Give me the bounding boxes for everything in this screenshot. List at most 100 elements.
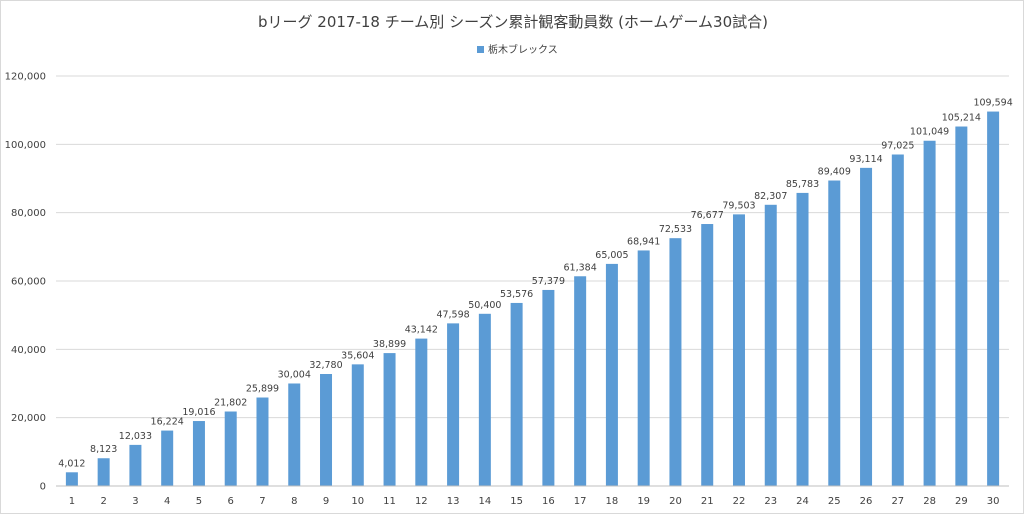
x-tick-label: 25 <box>828 496 841 507</box>
bar <box>701 224 714 486</box>
x-tick-label: 19 <box>637 496 650 507</box>
x-tick-label: 11 <box>383 496 396 507</box>
data-label: 12,033 <box>119 431 152 442</box>
data-label: 109,594 <box>973 98 1012 109</box>
y-tick-label: 20,000 <box>11 413 46 424</box>
bar <box>97 458 110 486</box>
x-axis: 1 2 3 4 5 6 7 8 9 10 11 12 13 14 15 16 17 18 19 20 21 22 23 24 2… <box>56 485 1009 507</box>
chart-title: bリーグ 2017-18 チーム別 シーズン累計観客動員数 (ホームゲーム30試… <box>258 13 768 31</box>
y-tick-label: 40,000 <box>11 345 46 356</box>
bar <box>510 302 523 486</box>
x-tick-label: 30 <box>987 496 1000 507</box>
bar <box>732 214 745 486</box>
x-tick-label: 17 <box>574 496 587 507</box>
data-label: 25,899 <box>246 384 279 395</box>
bar <box>605 263 618 486</box>
bar <box>161 430 174 486</box>
bar <box>415 338 428 486</box>
data-label: 93,114 <box>849 154 882 165</box>
x-tick-label: 21 <box>701 496 714 507</box>
data-label: 76,677 <box>691 210 724 221</box>
bar <box>320 374 333 486</box>
bar <box>828 180 841 486</box>
y-tick-label: 100,000 <box>5 140 46 151</box>
data-label: 65,005 <box>595 250 628 261</box>
bars <box>65 111 1000 487</box>
bar <box>192 421 205 486</box>
data-label: 82,307 <box>754 191 787 202</box>
data-label: 72,533 <box>659 224 692 235</box>
data-label: 8,123 <box>90 444 117 455</box>
bar <box>669 238 682 486</box>
x-tick-label: 8 <box>291 496 297 507</box>
bar <box>923 140 936 486</box>
x-tick-label: 24 <box>796 496 809 507</box>
x-tick-label: 6 <box>228 496 234 507</box>
legend-swatch <box>477 46 484 53</box>
bar <box>891 154 904 486</box>
bar <box>351 364 364 486</box>
data-label: 43,142 <box>405 325 438 336</box>
x-tick-label: 2 <box>100 496 106 507</box>
bar <box>796 192 809 486</box>
data-label: 4,012 <box>58 458 85 469</box>
bar <box>288 383 301 486</box>
bar <box>574 276 587 486</box>
x-tick-label: 22 <box>733 496 746 507</box>
x-tick-label: 3 <box>132 496 138 507</box>
bar <box>129 444 142 486</box>
bar <box>860 167 873 486</box>
data-label: 32,780 <box>309 360 342 371</box>
bar <box>764 204 777 486</box>
x-tick-label: 26 <box>860 496 873 507</box>
x-tick-label: 27 <box>891 496 904 507</box>
x-tick-label: 5 <box>196 496 202 507</box>
data-label: 30,004 <box>278 369 311 380</box>
data-label: 61,384 <box>564 262 597 273</box>
data-label: 38,899 <box>373 339 406 350</box>
data-label: 21,802 <box>214 398 247 409</box>
data-label: 53,576 <box>500 289 533 300</box>
bar <box>955 126 968 487</box>
x-tick-label: 15 <box>510 496 523 507</box>
data-label: 89,409 <box>818 167 851 178</box>
legend-label: 栃木ブレックス <box>488 43 558 56</box>
bar <box>224 411 237 486</box>
data-label: 57,379 <box>532 276 565 287</box>
y-tick-label: 60,000 <box>11 277 46 288</box>
data-label: 16,224 <box>151 417 184 428</box>
bar <box>447 323 460 486</box>
data-label: 19,016 <box>182 407 215 418</box>
bar <box>637 250 650 486</box>
x-tick-label: 23 <box>764 496 777 507</box>
x-tick-label: 1 <box>69 496 75 507</box>
x-tick-label: 28 <box>923 496 936 507</box>
x-tick-label: 9 <box>323 496 329 507</box>
x-tick-label: 13 <box>447 496 460 507</box>
x-tick-label: 18 <box>606 496 619 507</box>
data-label: 105,214 <box>942 113 981 124</box>
y-axis: 0 20,000 40,000 60,000 80,000 100,000 120,000 <box>5 72 46 493</box>
bar <box>256 397 269 486</box>
y-tick-label: 0 <box>40 482 46 493</box>
data-label: 97,025 <box>881 140 914 151</box>
x-tick-label: 7 <box>259 496 265 507</box>
y-tick-label: 80,000 <box>11 208 46 219</box>
x-tick-label: 29 <box>955 496 968 507</box>
bar <box>987 111 1000 486</box>
x-tick-label: 10 <box>351 496 364 507</box>
data-label: 85,783 <box>786 179 819 190</box>
legend: 栃木ブレックス <box>477 43 558 56</box>
y-tick-label: 120,000 <box>5 72 46 83</box>
data-label: 68,941 <box>627 236 660 247</box>
bar <box>383 353 396 486</box>
bar <box>65 472 78 486</box>
x-tick-label: 14 <box>478 496 491 507</box>
data-label: 47,598 <box>436 309 469 320</box>
data-label: 79,503 <box>722 200 755 211</box>
x-tick-label: 12 <box>415 496 428 507</box>
x-tick-label: 20 <box>669 496 682 507</box>
